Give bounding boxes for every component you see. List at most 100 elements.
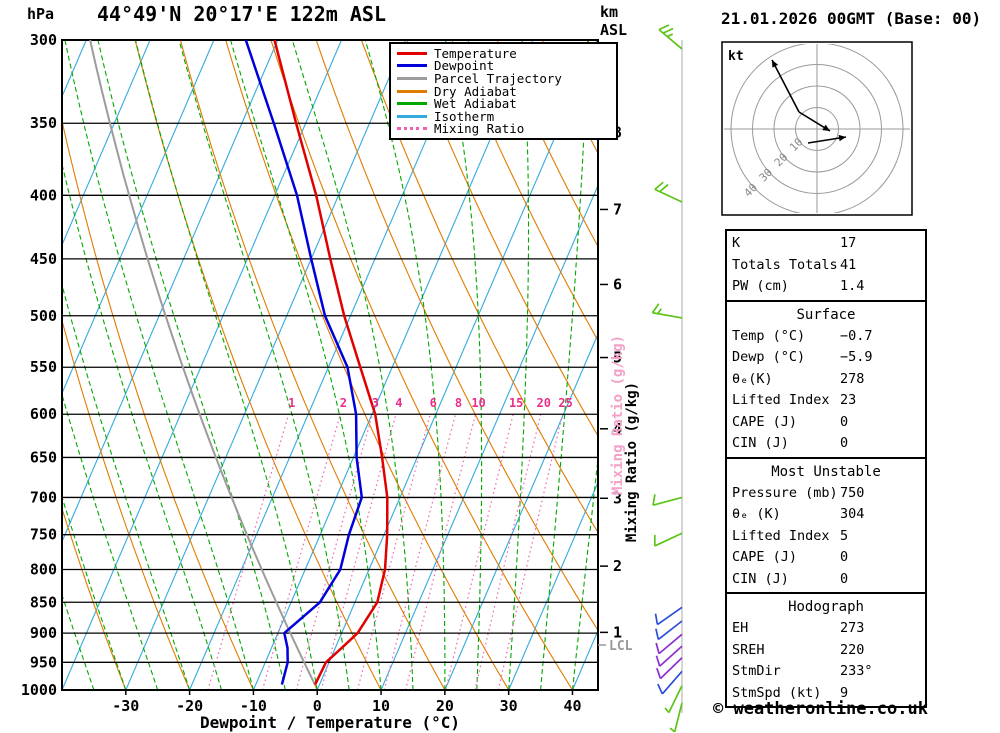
stat-row: K 17 — [732, 233, 920, 255]
parcel-trajectory-curve — [89, 40, 316, 686]
copyright: © weatheronline.co.uk — [713, 699, 928, 719]
stat-value: 273 — [840, 620, 865, 636]
axis-labels: 3003504004505005506006507007508008509009… — [21, 31, 640, 732]
mixing-ratio-line — [261, 414, 341, 690]
stats-panel: K 17 Totals Totals 41 PW (cm) 1.4 Surface T… — [725, 229, 927, 708]
wind-barb — [652, 494, 683, 507]
isotherm-line — [62, 40, 279, 544]
pressure-tick-label: 850 — [30, 593, 57, 611]
stat-value: 0 — [840, 435, 849, 451]
wind-barb-column — [651, 24, 683, 733]
mixing-ratio-line-swatch — [397, 127, 427, 131]
most-unstable-section-title: Most Unstable — [771, 463, 881, 480]
stat-value: 750 — [840, 484, 865, 501]
isotherm-line — [316, 40, 598, 690]
mixing-ratio-value-label: 4 — [395, 396, 402, 410]
stat-row: CAPE (J) 0 — [732, 547, 920, 569]
stat-row: θₑ(K) 278 — [732, 369, 920, 391]
mixing-ratio-line — [356, 414, 431, 690]
km-tick-label: 7 — [613, 200, 622, 218]
wet-adiabat-line — [444, 40, 483, 690]
dry-adiabat-line — [62, 118, 254, 690]
hodograph-unit-label: kt — [728, 49, 744, 64]
legend-label: Parcel Trajectory — [434, 70, 562, 86]
x-axis-title: Dewpoint / Temperature (°C) — [200, 713, 460, 732]
dry-adiabat-line — [315, 40, 598, 632]
stat-label: StmSpd (kt) — [732, 684, 822, 701]
pressure-tick-label: 650 — [30, 448, 57, 466]
stat-value: 5 — [840, 527, 849, 544]
wet-adiabat-line — [229, 40, 382, 690]
hodograph-stats-box: Hodograph EH 273 SREH 220 StmDir 233° StmSp… — [725, 592, 927, 708]
stat-row: PW (cm) 1.4 — [732, 276, 920, 298]
surface-box: Surface Temp (°C) −0.7 Dewp (°C) −5.9 θₑ(K… — [725, 299, 927, 459]
stat-label: θₑ(K) — [732, 370, 773, 387]
altitude-unit-asl: ASL — [600, 21, 628, 39]
stat-label: Temp (°C) — [732, 327, 806, 344]
pressure-tick-label: 600 — [30, 405, 57, 423]
stat-value: −5.9 — [840, 349, 873, 365]
wind-barb — [655, 620, 683, 641]
mixing-ratio-value-label: 15 — [509, 396, 523, 410]
pressure-tick-label: 750 — [30, 526, 57, 544]
pressure-tick-label: 800 — [30, 561, 57, 579]
mixing-ratio-line — [295, 414, 373, 690]
legend-item-dewpoint: Dewpoint — [397, 58, 612, 73]
legend-item-mixing-ratio: Mixing Ratio — [397, 121, 612, 136]
legend-item-dry-adiabat: Dry Adiabat — [397, 83, 612, 99]
stat-row: CIN (J) 0 — [732, 569, 920, 591]
hodograph-arrowhead — [822, 124, 830, 131]
km-tick-label: 4 — [613, 420, 622, 438]
temp-tick-label: 0 — [313, 697, 322, 715]
mixing-ratio-value-label: 8 — [455, 396, 462, 410]
dewpoint-curve — [244, 40, 364, 685]
wet-adiabat-line — [178, 40, 350, 690]
surface-section-title: Surface — [796, 306, 856, 323]
indices-box: K 17 Totals Totals 41 PW (cm) 1.4 — [725, 229, 927, 302]
dry-adiabat-line — [406, 40, 598, 438]
stat-value: 23 — [840, 392, 857, 408]
isotherm-line — [125, 40, 406, 690]
stat-label: Dewp (°C) — [732, 349, 806, 365]
dry-adiabat-line — [541, 40, 598, 155]
stat-label: EH — [732, 620, 749, 636]
wet-adiabat-line — [540, 40, 589, 690]
temp-tick-label: 10 — [372, 697, 390, 715]
wind-barb — [669, 702, 683, 733]
hodograph-arrowhead — [838, 134, 846, 142]
legend-label: Temperature — [434, 45, 517, 61]
isotherm-line — [380, 183, 598, 690]
stat-label: CIN (J) — [732, 435, 789, 451]
pressure-tick-label: 1000 — [21, 681, 57, 699]
isotherm-line — [62, 40, 343, 690]
stat-row: StmSpd (kt) 9 — [732, 683, 920, 705]
wind-barb — [653, 532, 683, 547]
wet-adiabat-line — [508, 40, 530, 690]
stat-row: Temp (°C) −0.7 — [732, 326, 920, 348]
isotherm-line — [252, 40, 534, 690]
stat-label: SREH — [732, 641, 765, 658]
dry-adiabat-line — [179, 40, 446, 690]
dewpoint-line-swatch — [397, 64, 427, 68]
stat-label: PW (cm) — [732, 278, 789, 294]
stat-row: Pressure (mb) 750 — [732, 483, 920, 505]
mixing-ratio-line — [445, 414, 514, 690]
wet-adiabat-line — [64, 40, 254, 690]
km-tick-label: 6 — [613, 275, 622, 293]
pressure-axis-unit: hPa — [27, 5, 55, 23]
mixing-ratio-line — [207, 414, 290, 690]
stat-row: Lifted Index 23 — [732, 390, 920, 412]
lcl-label: LCL — [609, 639, 633, 654]
km-tick-label: 1 — [613, 623, 622, 641]
wet-adiabat-line — [291, 40, 414, 690]
wet-adiabat-line — [364, 40, 446, 690]
legend-label: Dry Adiabat — [434, 83, 517, 99]
stat-label: θₑ (K) — [732, 506, 781, 522]
dry-adiabat-line — [62, 318, 191, 690]
temp-tick-label: 30 — [500, 697, 518, 715]
dry-adiabat-line — [225, 40, 510, 690]
wind-barb — [651, 303, 683, 319]
temp-tick-label: -10 — [240, 697, 267, 715]
